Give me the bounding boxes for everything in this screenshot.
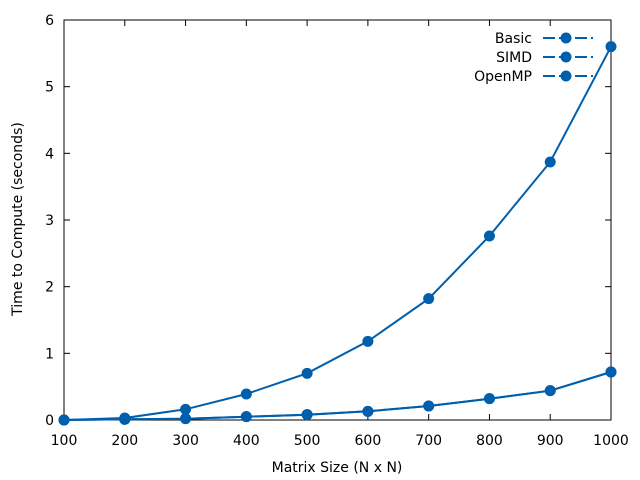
data-point (301, 409, 313, 421)
legend-marker (560, 51, 572, 63)
data-point (240, 411, 252, 423)
legend-item-openmp: OpenMP (474, 69, 593, 85)
data-point (483, 230, 495, 242)
x-axis-label: Matrix Size (N x N) (272, 460, 403, 476)
x-tick-label: 100 (51, 433, 78, 449)
x-tick-label: 400 (233, 433, 260, 449)
series-line (63, 371, 612, 421)
x-tick-label: 800 (476, 433, 503, 449)
legend-label: SIMD (496, 50, 532, 66)
x-tick-label: 600 (355, 433, 382, 449)
x-tick-label: 900 (537, 433, 564, 449)
data-point (423, 293, 435, 305)
data-point (301, 367, 313, 379)
data-point (180, 413, 192, 425)
series-line (63, 46, 612, 421)
data-point (119, 412, 131, 424)
series-basic (58, 41, 617, 426)
x-tick-label: 700 (415, 433, 442, 449)
y-tick-label: 6 (45, 13, 54, 29)
data-point (58, 414, 70, 426)
data-point (544, 385, 556, 397)
y-tick-label: 3 (45, 213, 54, 229)
x-tick-label: 300 (172, 433, 199, 449)
y-tick-label: 2 (45, 280, 54, 296)
series-layer (58, 41, 617, 426)
series-simd (58, 366, 617, 426)
data-point (180, 403, 192, 415)
data-point (423, 400, 435, 412)
x-tick-label: 500 (294, 433, 321, 449)
series-openmp (58, 366, 617, 426)
data-point (362, 405, 374, 417)
y-tick-label: 5 (45, 80, 54, 96)
x-tick-label: 1000 (593, 433, 629, 449)
data-point (240, 388, 252, 400)
data-point (483, 393, 495, 405)
y-tick-label: 1 (45, 346, 54, 362)
data-point (544, 156, 556, 168)
legend-marker (560, 32, 572, 44)
legend: Basic SIMD OpenMP (474, 31, 593, 85)
y-axis-label: Time to Compute (seconds) (10, 122, 26, 317)
legend-item-simd: SIMD (496, 50, 593, 66)
legend-label: OpenMP (474, 69, 532, 85)
legend-label: Basic (495, 31, 532, 47)
x-tick-label: 200 (111, 433, 138, 449)
data-point (605, 41, 617, 53)
axes: 100 200 300 400 500 600 700 800 900 1000 0 1 2 3 4 5 6 (45, 13, 629, 449)
data-point (362, 335, 374, 347)
legend-item-basic: Basic (495, 31, 593, 47)
data-point (605, 366, 617, 378)
y-tick-label: 0 (45, 413, 54, 429)
legend-marker (560, 70, 572, 82)
y-tick-label: 4 (45, 146, 54, 162)
